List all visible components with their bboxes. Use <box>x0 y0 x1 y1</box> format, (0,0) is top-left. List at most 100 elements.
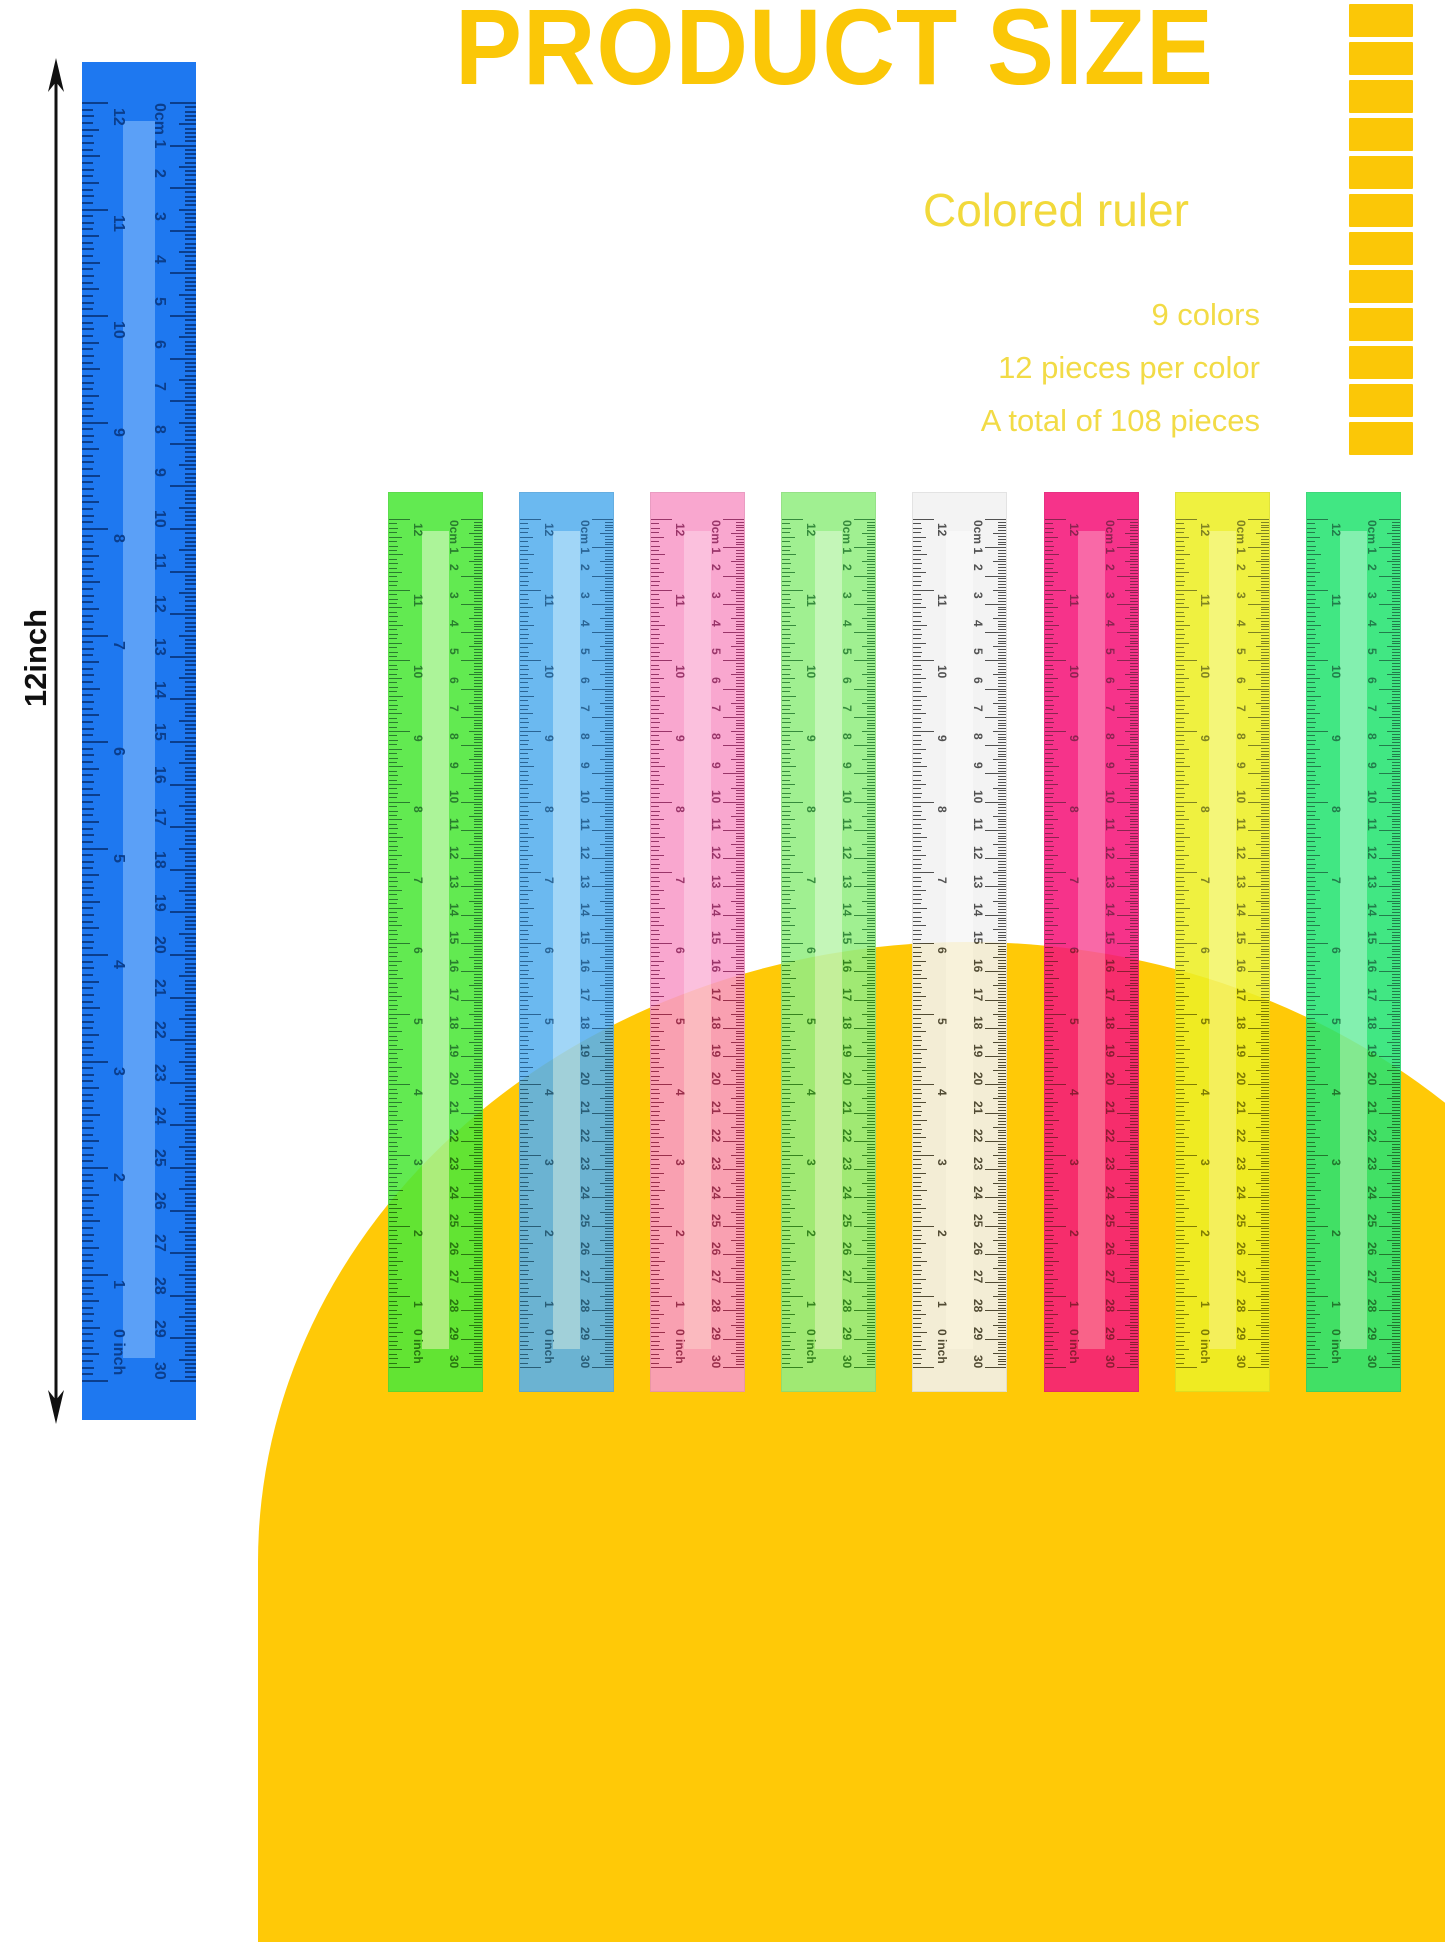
cm-tick <box>474 892 482 894</box>
inch-tick <box>1307 916 1316 918</box>
inch-tick <box>520 1159 528 1161</box>
inch-tick <box>82 1133 93 1136</box>
ruler-green[interactable]: 0cm 1 2 3 4 5 6 7 8 9 10 11 12 13 14 15 16 17 18 19 20 21 22 2… <box>1306 492 1401 1392</box>
ruler-bright-green[interactable]: 0cm 1 2 3 4 5 6 7 8 9 10 11 12 13 14 15 16 17 18 19 20 21 22 2… <box>388 492 483 1392</box>
inch-tick <box>782 1084 803 1086</box>
ruler-magenta[interactable]: 0cm 1 2 3 4 5 6 7 8 9 10 11 12 13 14 15 16 17 18 19 20 21 22 2… <box>1044 492 1139 1392</box>
cm-tick <box>854 858 875 860</box>
inch-tick <box>520 739 529 741</box>
cm-tick <box>1248 886 1269 888</box>
inch-tick <box>651 1199 660 1201</box>
cm-number: 3 <box>709 591 723 599</box>
inch-tick <box>1045 819 1058 821</box>
inch-tick <box>782 828 791 830</box>
inch-tick <box>1176 978 1190 980</box>
inch-tick <box>1045 598 1054 600</box>
cm-tick <box>170 272 196 275</box>
inch-tick <box>520 748 533 750</box>
cm-tick <box>185 557 196 560</box>
inch-tick <box>389 854 402 856</box>
cm-tick <box>1248 1310 1269 1312</box>
inch-tick <box>913 1208 926 1209</box>
cm-tick <box>1392 1327 1400 1329</box>
cm-tick <box>1379 829 1400 831</box>
cm-tick <box>185 1341 196 1344</box>
ruler-clear-white[interactable]: 0cm 1 2 3 4 5 6 7 8 9 10 11 12 13 14 15 16 17 18 19 20 21 22 2… <box>912 492 1007 1392</box>
inch-tick <box>82 674 94 677</box>
cm-tick <box>1130 682 1138 684</box>
cm-tick <box>185 153 196 156</box>
inch-tick <box>1307 1265 1315 1267</box>
cm-tick <box>474 982 482 984</box>
cm-tick <box>1261 668 1269 670</box>
cm-tick <box>867 1214 875 1216</box>
inch-number: 5 <box>1067 1017 1081 1025</box>
inch-tick <box>782 1185 790 1187</box>
cm-number: 9 <box>840 761 854 769</box>
cm-tick <box>1130 1200 1138 1202</box>
cm-tick <box>469 1126 482 1128</box>
cm-number: 28 <box>578 1298 592 1312</box>
inch-tick <box>520 598 529 600</box>
inch-tick <box>389 1177 397 1179</box>
cm-tick <box>998 1364 1006 1366</box>
cm-tick <box>867 739 875 741</box>
cm-tick <box>1125 759 1138 761</box>
inch-tick <box>82 1013 93 1016</box>
ruler-light-green[interactable]: 0cm 1 2 3 4 5 6 7 8 9 10 11 12 13 14 15 16 17 18 19 20 21 22 2… <box>781 492 876 1392</box>
inch-tick <box>651 598 660 600</box>
cm-tick <box>179 1273 196 1276</box>
cm-tick <box>867 1039 875 1041</box>
ruler-pink[interactable]: 0cm 1 2 3 4 5 6 7 8 9 10 11 12 13 14 15 16 17 18 19 20 21 22 2… <box>650 492 745 1392</box>
inch-tick <box>389 1159 397 1161</box>
cm-tick <box>1392 807 1400 809</box>
cm-tick <box>998 903 1006 905</box>
cm-tick <box>867 821 875 823</box>
cm-tick <box>185 1149 196 1152</box>
inch-tick <box>1176 1349 1189 1351</box>
cm-number: 27 <box>151 1234 168 1253</box>
inch-tick <box>520 801 541 803</box>
cm-number: 6 <box>1234 676 1248 684</box>
cm-tick <box>1130 824 1138 826</box>
cm-tick <box>600 1126 613 1128</box>
inch-tick <box>1307 1097 1315 1099</box>
cm-tick <box>474 1073 482 1075</box>
cm-tick <box>474 770 482 772</box>
cm-tick <box>998 564 1006 566</box>
cm-tick <box>605 812 613 814</box>
cm-tick <box>469 1013 482 1015</box>
ruler-yellow[interactable]: 0cm 1 2 3 4 5 6 7 8 9 10 11 12 13 14 15 16 17 18 19 20 21 22 2… <box>1175 492 1270 1392</box>
cm-tick <box>998 1002 1006 1004</box>
cm-tick <box>605 623 613 625</box>
inch-tick <box>1045 872 1066 874</box>
cm-tick <box>867 875 875 877</box>
spec-pieces-per-color: 12 pieces per color <box>998 350 1260 385</box>
product-subtitle: Colored ruler <box>923 184 1189 236</box>
cm-tick <box>1261 728 1269 730</box>
cm-tick <box>854 1338 875 1340</box>
cm-tick <box>998 629 1006 631</box>
blue-ruler[interactable]: 0cm 1 2 3 4 5 6 7 8 9 10 11 12 13 14 15 16 17 18 19 20 21 22 2… <box>82 62 196 1420</box>
inch-tick <box>389 788 397 790</box>
inch-tick <box>651 1278 664 1280</box>
inch-tick <box>782 929 790 931</box>
cm-tick <box>1130 1109 1138 1111</box>
cm-tick <box>185 1043 196 1046</box>
inch-tick <box>1176 1269 1185 1271</box>
cm-tick <box>867 708 875 710</box>
cm-tick <box>185 1205 196 1208</box>
inch-tick <box>651 682 659 684</box>
inch-tick <box>913 1287 922 1289</box>
inch-tick <box>1176 1327 1184 1329</box>
inch-tick <box>913 691 921 693</box>
cm-tick <box>867 1180 875 1182</box>
cm-tick <box>185 340 196 343</box>
cm-tick <box>605 968 613 970</box>
cm-tick <box>731 957 744 959</box>
inch-tick <box>913 1314 926 1315</box>
inch-tick <box>82 1093 93 1096</box>
ruler-light-blue[interactable]: 0cm 1 2 3 4 5 6 7 8 9 10 11 12 13 14 15 16 17 18 19 20 21 22 2… <box>519 492 614 1392</box>
inch-tick <box>1176 766 1190 768</box>
cm-tick <box>1125 1041 1138 1043</box>
